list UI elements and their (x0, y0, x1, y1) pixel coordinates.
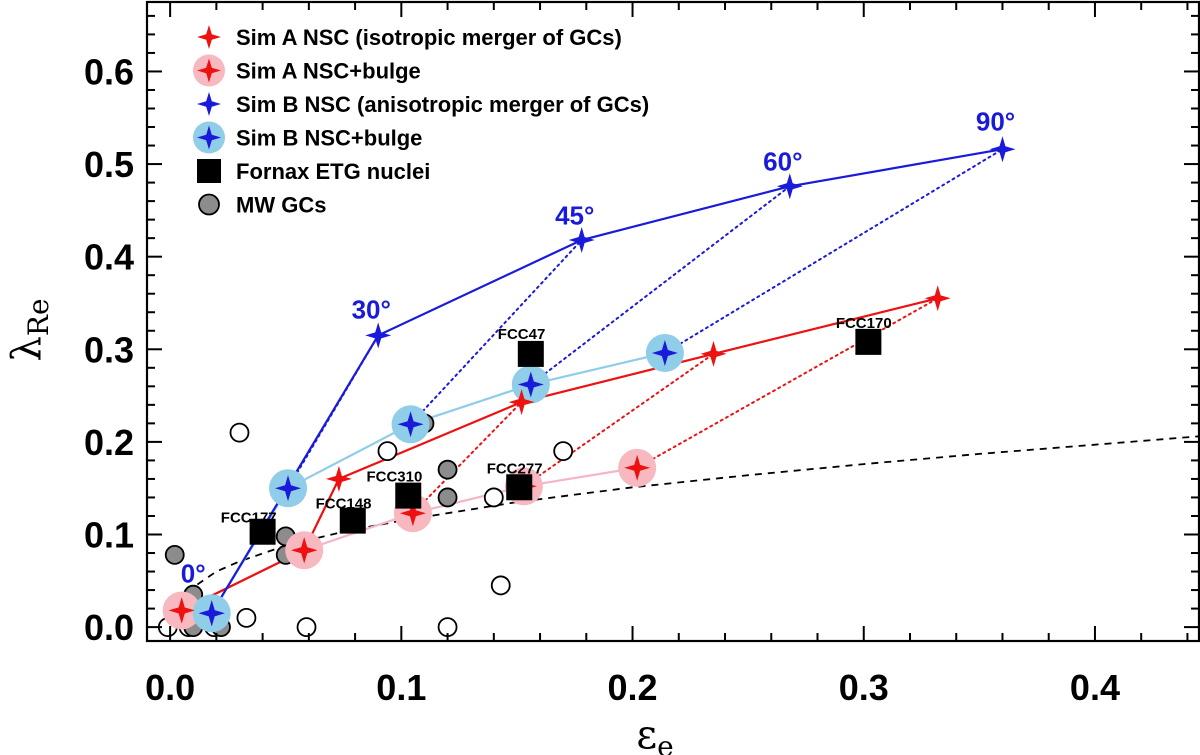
legend-item: Sim B NSC (anisotropic merger of GCs) (197, 92, 649, 117)
angle-label: 60° (763, 147, 802, 177)
galaxy-label: FCC148 (316, 496, 372, 513)
sim-b-point (989, 136, 1016, 163)
legend-item: Fornax ETG nuclei (197, 159, 430, 184)
mw-gc-open-point (236, 607, 257, 628)
y-tick-label: 0.5 (84, 144, 134, 185)
y-tick-label: 0.0 (84, 607, 134, 648)
mw-gc-open-point (483, 487, 504, 508)
sim-a-point (168, 597, 195, 624)
mw-gc-point (437, 459, 458, 480)
sim-a-point (924, 285, 951, 312)
galaxy-label: FCC170 (836, 315, 892, 332)
x-axis-symbol: ε (636, 712, 657, 755)
y-tick-label: 0.6 (84, 51, 134, 92)
legend-item: Sim B NSC+bulge (193, 121, 422, 154)
x-tick-label: 0.1 (376, 667, 426, 708)
legend-label: Sim B NSC+bulge (236, 126, 422, 151)
sim-b-bulge-point (651, 340, 678, 366)
connector-line (411, 401, 523, 515)
x-tick-label: 0.3 (839, 667, 889, 708)
y-axis-symbol: λ (4, 336, 50, 361)
x-axis-subscript: e (657, 730, 674, 755)
legend-label: Sim A NSC+bulge (236, 59, 421, 84)
mw-gc-open-point (553, 441, 574, 462)
legend-star-icon (197, 92, 221, 116)
angle-label: 45° (555, 200, 594, 230)
sim-a-bulge-point (624, 454, 651, 481)
legend-star-icon (197, 25, 221, 49)
galaxy-label: FCC47 (498, 326, 546, 343)
sim-a-bulge-point (399, 500, 426, 527)
axes-layer: 0.0 0.1 0.2 0.3 0.4 0.0 0.1 0.2 0.3 0.4 0.5 0.6 εe λR… (4, 0, 1200, 755)
fornax-point (249, 518, 276, 545)
legend-square-icon (197, 159, 221, 183)
fornax-point (506, 474, 533, 501)
sim-b-point (198, 600, 225, 627)
sim-a-point (325, 465, 352, 492)
fornax-point (517, 340, 544, 367)
x-axis-title: εe (636, 712, 673, 755)
legend-star-icon (197, 58, 221, 83)
curves-layer (169, 148, 1199, 628)
x-tick-label: 0.0 (145, 667, 195, 708)
legend-item: Sim A NSC+bulge (193, 54, 421, 87)
mw-gc-open-point (490, 575, 511, 596)
y-axis-subscript: Re (22, 298, 55, 336)
legend: Sim A NSC (isotropic merger of GCs) Sim A… (193, 25, 649, 218)
y-tick-label: 0.2 (84, 422, 134, 463)
legend-item: MW GCs (198, 193, 326, 218)
legend-circle-icon (198, 193, 220, 216)
mw-gc-open-point (229, 422, 250, 443)
y-tick-label: 0.4 (84, 237, 134, 278)
connector-line (529, 185, 791, 386)
angle-label: 30° (352, 295, 391, 325)
reference-dashed-curve (169, 435, 1199, 628)
y-tick-label: 0.1 (84, 515, 134, 556)
connector-line (409, 239, 583, 426)
points-layer (157, 136, 1016, 638)
galaxy-label: FCC177 (221, 509, 277, 526)
sim-b-bulge-point (275, 475, 301, 502)
legend-label: MW GCs (236, 193, 326, 218)
fornax-point (339, 507, 366, 534)
mw-gc-point (164, 544, 185, 565)
legend-item: Sim A NSC (isotropic merger of GCs) (197, 25, 622, 50)
angle-label: 0° (181, 559, 206, 589)
plot-frame (145, 0, 1200, 643)
x-tick-label: 0.4 (1070, 667, 1120, 708)
fornax-point (395, 482, 422, 509)
y-tick-label: 0.3 (84, 329, 134, 370)
sim-b-bulge-point (397, 411, 424, 438)
legend-label: Sim B NSC (anisotropic merger of GCs) (236, 92, 649, 117)
mw-gc-point (437, 487, 458, 508)
angle-label: 90° (976, 107, 1015, 137)
sim-a-point (700, 340, 727, 367)
galaxy-label: FCC277 (487, 460, 543, 477)
connector-line (636, 297, 939, 469)
mw-gc-open-point (377, 441, 398, 462)
sim-a-point (508, 389, 535, 416)
legend-label: Sim A NSC (isotropic merger of GCs) (236, 25, 622, 50)
legend-label: Fornax ETG nuclei (236, 159, 430, 184)
sim-b-bulge-point (517, 371, 544, 398)
sim-b-point (568, 227, 595, 253)
y-axis-title-group: λRe (4, 298, 55, 361)
x-tick-label: 0.2 (608, 667, 658, 708)
sim-a-point (291, 537, 318, 564)
y-axis-title: λRe (4, 298, 55, 361)
fornax-point (855, 328, 882, 355)
connector-line (663, 148, 1004, 354)
legend-star-icon (197, 125, 221, 150)
labels-layer: FCC177 FCC148 FCC310 FCC277 FCC47 FCC170 0° 30°… (181, 107, 1015, 589)
sim-b-point (365, 322, 392, 349)
mw-gc-open-point (296, 617, 317, 638)
galaxy-label: FCC310 (366, 469, 422, 486)
connector-line (522, 352, 715, 488)
sim-b-point (776, 173, 803, 200)
